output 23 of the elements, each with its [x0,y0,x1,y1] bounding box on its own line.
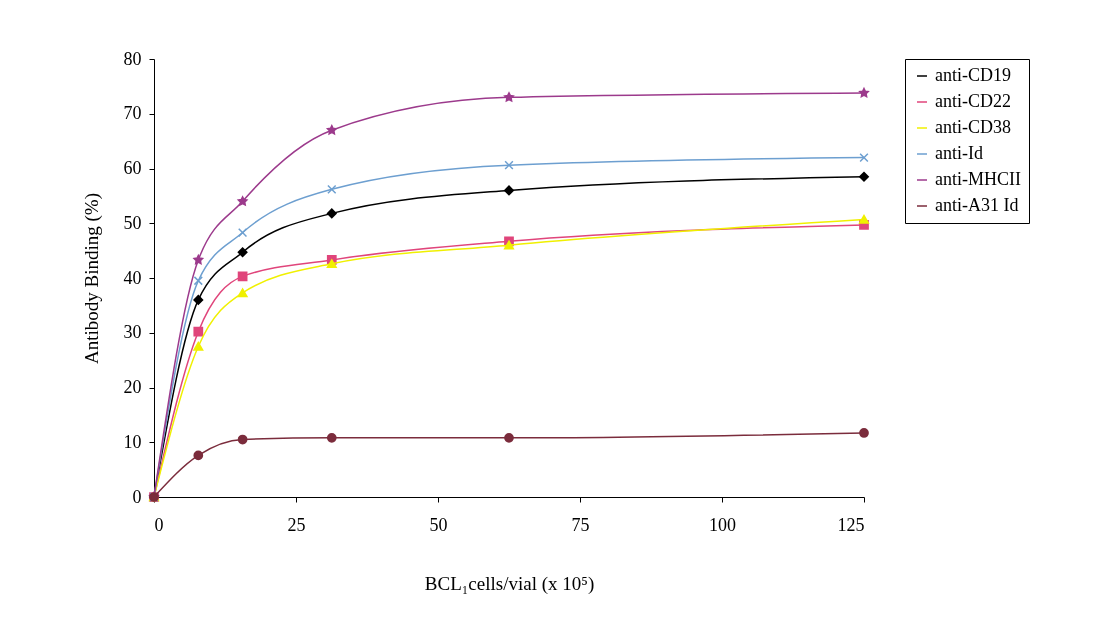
y-tick-label: 60 [123,158,142,178]
legend-label: anti-CD19 [935,65,1011,85]
x-tick-label: 0 [154,514,164,535]
y-tick-label: 0 [132,486,142,507]
legend-label: anti-CD22 [935,91,1011,111]
y-tick-label: 40 [123,267,142,288]
x-axis-title: BCL₁cells/vial (x 10⁵) [424,572,595,595]
y-tick-label: 50 [123,212,142,233]
y-tick-label: 80 [123,48,142,69]
y-tick-label: 70 [123,103,142,124]
y-tick-label: 20 [123,377,142,397]
x-tick-label: 125 [837,514,865,535]
legend-label: anti-MHCII [935,169,1021,189]
legend-label: anti-A31 Id [935,195,1019,215]
x-tick-label: 75 [571,514,590,535]
y-axis-title: Antibody Binding (%) [80,193,103,364]
x-tick-label: 50 [429,514,448,535]
legend-label: anti-CD38 [935,117,1011,137]
y-tick-label: 30 [123,322,142,343]
x-tick-label: 100 [709,514,736,535]
x-tick-label: 25 [287,514,306,535]
y-tick-label: 10 [123,431,142,452]
legend-label: anti-Id [935,143,983,163]
